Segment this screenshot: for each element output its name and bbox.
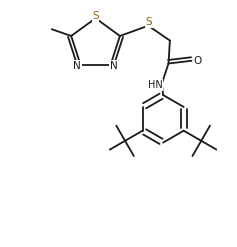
Text: S: S: [146, 18, 152, 27]
Text: HN: HN: [148, 80, 162, 90]
Text: S: S: [92, 11, 99, 21]
Text: O: O: [193, 56, 201, 66]
Text: N: N: [110, 61, 118, 71]
Text: N: N: [73, 61, 81, 71]
